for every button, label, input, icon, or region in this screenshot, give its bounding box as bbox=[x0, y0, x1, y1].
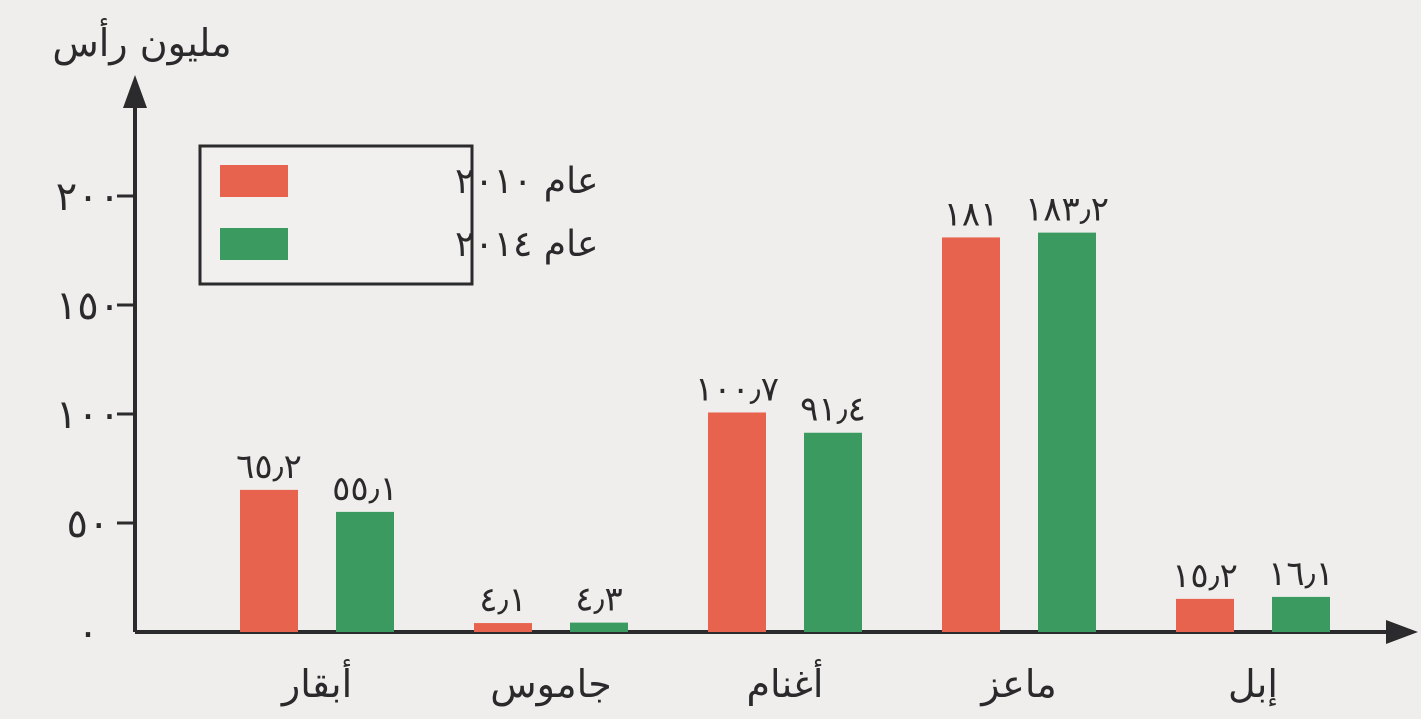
legend-swatch-2014 bbox=[220, 228, 288, 260]
bar-value-label: ١٥٫٢ bbox=[1172, 556, 1238, 596]
bar-value-label: ٤٫٣ bbox=[575, 580, 623, 620]
bar-value-label: ٩١٫٤ bbox=[800, 390, 866, 430]
bar bbox=[336, 511, 394, 632]
legend-swatch-2010 bbox=[220, 165, 288, 197]
bar bbox=[708, 412, 766, 632]
value-labels: ٦٥٫٢ ٥٥٫١ ٤٫١ ٤٫٣ ١٠٠٫٧ ٩١٫٤ ١٨١ ١٨٣٫٢ ١٥٫٢ ١٦٫١ bbox=[236, 190, 1334, 620]
y-tick-label: ١٠٠ bbox=[56, 392, 120, 438]
y-tick-label: ٢٠٠ bbox=[56, 174, 120, 220]
bar-value-label: ١٦٫١ bbox=[1268, 554, 1334, 594]
bar bbox=[1272, 596, 1330, 632]
bar-value-label: ٥٥٫١ bbox=[332, 469, 398, 509]
category-label: ماعز bbox=[979, 662, 1057, 707]
bar-value-label: ٦٥٫٢ bbox=[236, 447, 302, 487]
bars bbox=[240, 232, 1330, 633]
category-labels: أبقار جاموس أغنام ماعز إبل bbox=[280, 659, 1278, 707]
bar bbox=[240, 489, 298, 632]
category-label: أبقار bbox=[280, 659, 352, 706]
legend: عام ٢٠١٠ عام ٢٠١٤ bbox=[198, 144, 599, 286]
category-label: إبل bbox=[1228, 662, 1278, 707]
bar-value-label: ٤٫١ bbox=[479, 580, 527, 620]
y-tick-label: ١٥٠ bbox=[56, 283, 120, 329]
y-axis-label: مليون رأس bbox=[52, 18, 231, 66]
bar bbox=[1038, 232, 1096, 632]
bar bbox=[474, 623, 532, 632]
category-label: أغنام bbox=[746, 659, 823, 706]
bar-value-label: ١٨٣٫٢ bbox=[1025, 190, 1109, 230]
bar-value-label: ١٠٠٫٧ bbox=[695, 369, 779, 409]
bar bbox=[570, 622, 628, 632]
y-tick-label: ٠ bbox=[77, 610, 98, 656]
y-axis-arrow bbox=[123, 75, 147, 108]
bar-value-label: ١٨١ bbox=[944, 194, 999, 234]
bar bbox=[804, 432, 862, 632]
x-axis-arrow bbox=[1386, 620, 1418, 644]
legend-label-2010: عام ٢٠١٠ bbox=[455, 161, 599, 202]
legend-label-2014: عام ٢٠١٤ bbox=[455, 224, 599, 265]
bar bbox=[1176, 598, 1234, 632]
category-label: جاموس bbox=[490, 662, 611, 707]
bar bbox=[942, 237, 1000, 633]
y-tick-label: ٥٠ bbox=[67, 501, 110, 547]
y-ticks: ٠ ٥٠ ١٠٠ ١٥٠ ٢٠٠ bbox=[56, 174, 135, 656]
